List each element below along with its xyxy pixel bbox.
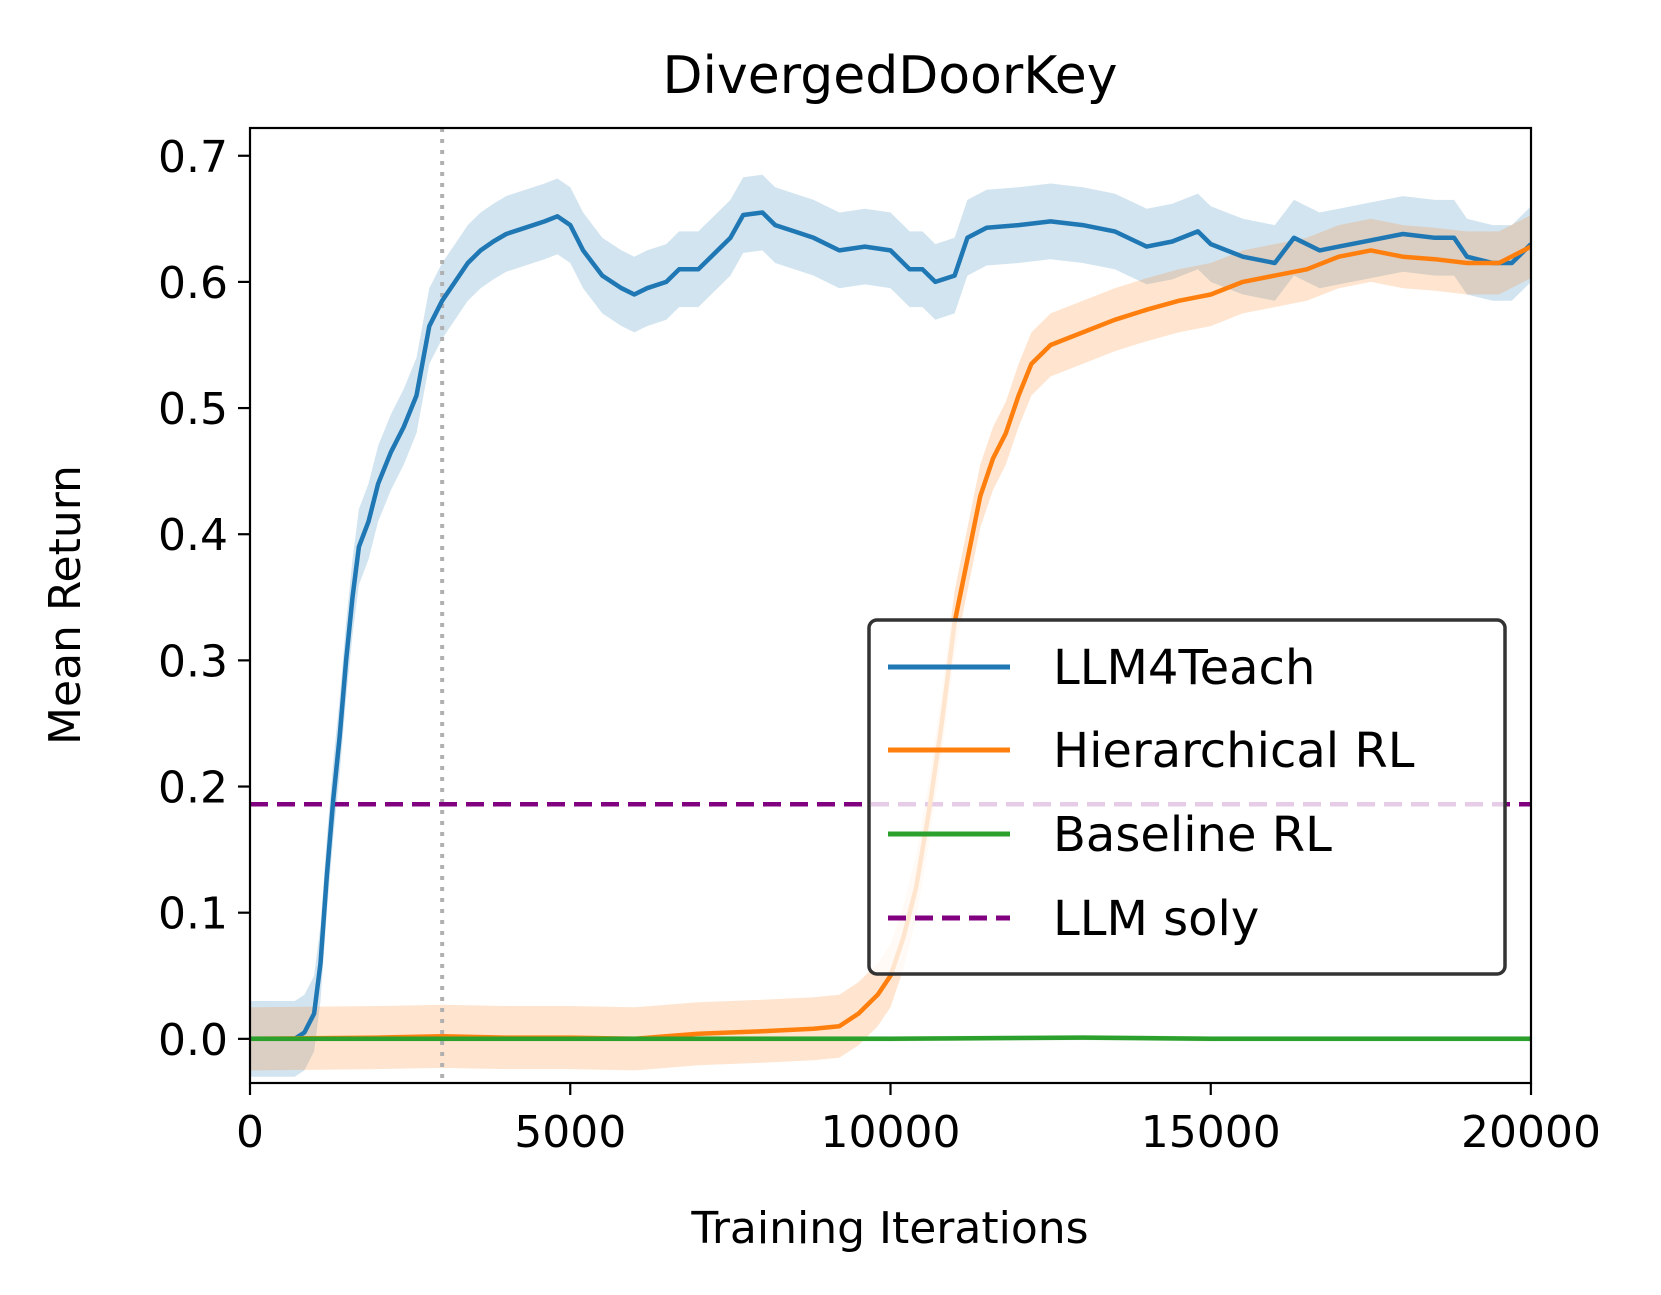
y-tick-label-0.7: 0.7: [158, 132, 228, 183]
legend-label-llm-soly: LLM soly: [1053, 891, 1259, 947]
x-axis-label: Training Iterations: [690, 1203, 1088, 1254]
x-tick-label-10000: 10000: [821, 1107, 961, 1158]
y-tick-label-0.5: 0.5: [158, 384, 228, 435]
x-tick-label-15000: 15000: [1141, 1107, 1281, 1158]
x-tick-label-0: 0: [236, 1107, 264, 1158]
legend-label-hierarchical-rl: Hierarchical RL: [1053, 723, 1415, 779]
y-tick-label-0.6: 0.6: [158, 258, 228, 309]
y-tick-label-0.2: 0.2: [158, 763, 228, 814]
legend-label-llm4teach: LLM4Teach: [1053, 640, 1315, 696]
chart-title: DivergedDoorKey: [662, 46, 1117, 106]
y-axis-ticks: 0.0 0.1 0.2 0.3 0.4 0.5 0.6 0.7: [158, 132, 250, 1066]
legend-label-baseline-rl: Baseline RL: [1053, 807, 1332, 863]
y-tick-label-0.0: 0.0: [158, 1015, 228, 1066]
x-tick-label-20000: 20000: [1461, 1107, 1601, 1158]
y-tick-label-0.3: 0.3: [158, 636, 228, 687]
series-band-llm4teach: [250, 174, 1531, 1077]
y-tick-label-0.4: 0.4: [158, 510, 228, 561]
y-tick-label-0.1: 0.1: [158, 889, 228, 940]
series-line-llm4teach: [250, 210, 1531, 1042]
series-line-hierarchical-rl: [250, 244, 1531, 1042]
legend-box: [867, 618, 1507, 976]
x-axis-ticks: 0 5000 10000 15000 20000: [236, 1083, 1601, 1158]
series-line-baseline-rl: [250, 1035, 1531, 1042]
legend: LLM4Teach Hierarchical RL Baseline RL LL…: [867, 618, 1507, 976]
x-tick-label-5000: 5000: [514, 1107, 626, 1158]
y-axis-label: Mean Return: [40, 465, 91, 745]
